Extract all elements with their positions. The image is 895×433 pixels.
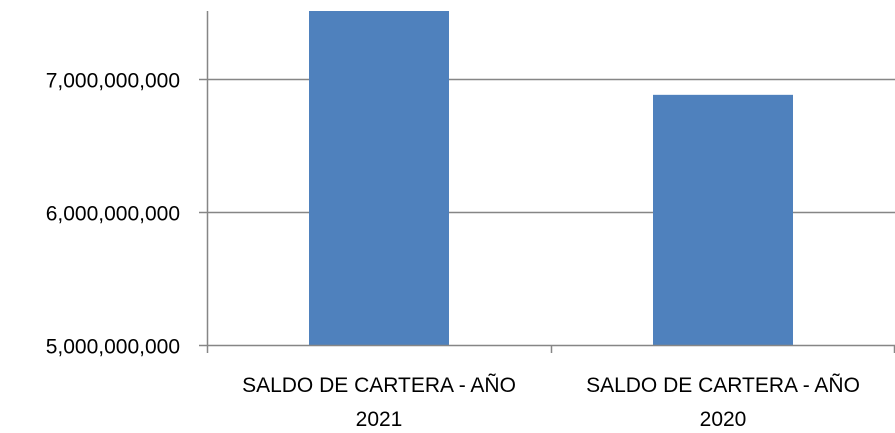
x-category-labels: SALDO DE CARTERA - AÑO 2021 SALDO DE CARTE…: [242, 373, 860, 431]
y-tick-label: 5,000,000,000: [46, 336, 180, 359]
bar: [653, 94, 793, 345]
x-category-label: SALDO DE CARTERA - AÑO: [586, 373, 860, 397]
x-category-label: 2021: [356, 408, 403, 431]
x-category-label: 2020: [700, 408, 747, 431]
y-tick-label: 7,000,000,000: [46, 70, 180, 93]
bar: [309, 11, 449, 345]
y-tick-label: 6,000,000,000: [46, 203, 180, 226]
y-tick-labels: 5,000,000,000 6,000,000,000 7,000,000,000: [46, 70, 180, 359]
bars: [309, 11, 793, 345]
x-category-label: SALDO DE CARTERA - AÑO: [242, 373, 516, 397]
